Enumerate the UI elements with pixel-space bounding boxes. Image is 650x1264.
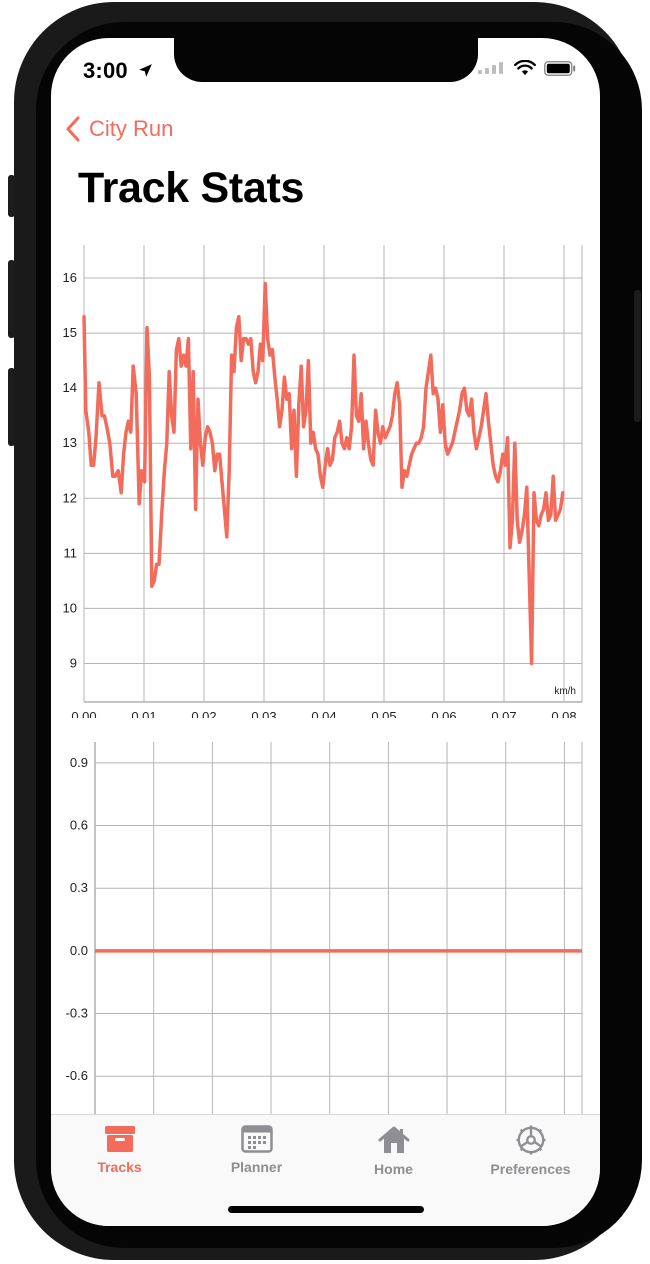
y-tick-label: 16	[63, 270, 77, 285]
y-tick-label: 0.9	[70, 755, 88, 770]
y-tick-label: 12	[63, 490, 77, 505]
screen: 3:00 City Run Track Stats 9 10 11 12 13 14 15	[51, 38, 600, 1226]
unit-label: km/h	[554, 686, 576, 697]
tab-preferences[interactable]: Preferences	[462, 1125, 599, 1177]
notch	[174, 38, 478, 82]
x-tick-label: 0.03	[251, 709, 276, 718]
location-arrow-icon	[139, 64, 153, 77]
status-time-label: 3:00	[83, 58, 128, 83]
x-tick-label: 0.02	[191, 709, 216, 718]
wifi-icon	[514, 60, 536, 76]
secondary-chart: 0.9 0.6 0.3 0.0 -0.3 -0.6	[66, 742, 583, 1118]
volume-up-button	[8, 260, 15, 338]
battery-icon	[544, 60, 576, 76]
x-tick-label: 0.08	[551, 709, 576, 718]
tab-planner[interactable]: Planner	[188, 1125, 325, 1175]
y-tick-label: 13	[63, 435, 77, 450]
x-tick-label: 0.07	[491, 709, 516, 718]
y-tick-label: -0.3	[66, 1006, 88, 1021]
gear-wheel-icon	[515, 1125, 546, 1155]
x-tick-label: 0.05	[371, 709, 396, 718]
tab-tracks-label: Tracks	[97, 1159, 142, 1175]
x-tick-label: 0.01	[131, 709, 156, 718]
back-button-label: City Run	[89, 116, 174, 141]
speed-chart: 9 10 11 12 13 14 15 16 0.00 0.01 0.02 0.03 0.04 0.05 0…	[63, 245, 583, 718]
y-tick-label: 11	[64, 545, 78, 560]
y-tick-label: 10	[63, 600, 77, 615]
chevron-left-icon	[66, 116, 80, 142]
power-button	[634, 290, 641, 422]
y-tick-label: 9	[70, 655, 77, 670]
speed-series-line	[82, 281, 565, 666]
status-time: 3:00	[83, 58, 154, 84]
x-tick-label: 0.04	[311, 709, 336, 718]
y-tick-label: 15	[63, 325, 77, 340]
tab-preferences-label: Preferences	[490, 1161, 571, 1177]
tab-planner-label: Planner	[230, 1159, 283, 1175]
house-icon	[378, 1126, 409, 1153]
y-tick-label: -0.6	[66, 1068, 88, 1083]
archive-box-icon	[104, 1126, 135, 1152]
back-button[interactable]: City Run	[65, 116, 173, 142]
x-tick-label: 0.00	[71, 709, 96, 718]
y-tick-label: 0.6	[70, 818, 88, 833]
tab-home[interactable]: Home	[325, 1125, 462, 1177]
x-tick-label: 0.06	[431, 709, 456, 718]
mute-switch	[8, 175, 15, 217]
page-title: Track Stats	[78, 164, 305, 212]
y-tick-label: 0.0	[70, 943, 88, 958]
y-tick-label: 0.3	[70, 880, 88, 895]
status-icons	[478, 60, 576, 76]
tab-home-label: Home	[374, 1161, 413, 1177]
cellular-signal-icon	[478, 62, 503, 74]
y-tick-label: 14	[63, 380, 77, 395]
tab-tracks[interactable]: Tracks	[51, 1125, 188, 1175]
volume-down-button	[8, 368, 15, 446]
home-indicator	[228, 1206, 424, 1213]
calendar-icon	[240, 1125, 273, 1153]
